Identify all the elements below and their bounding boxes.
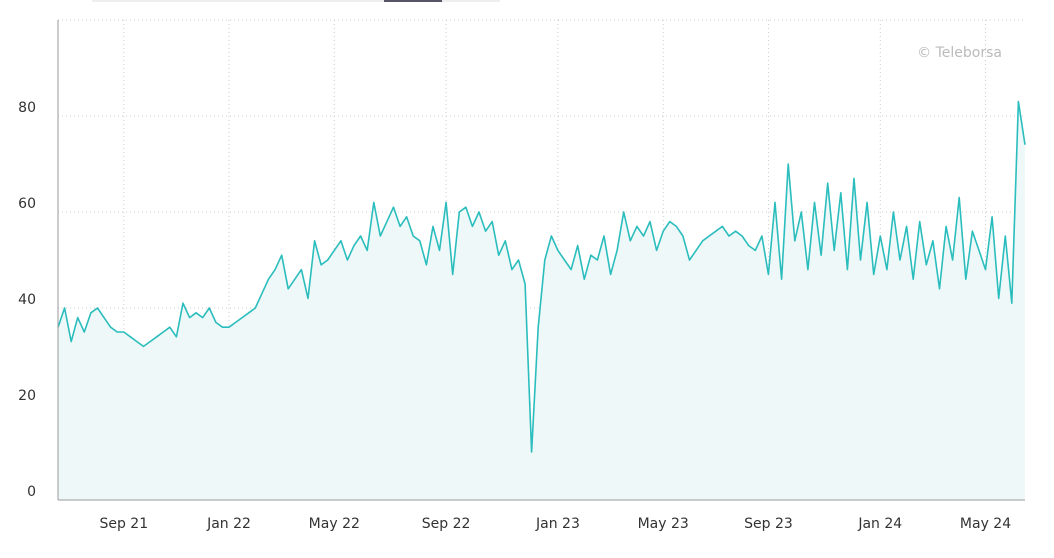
watermark: © Teleborsa (917, 45, 1002, 61)
x-tick-label: Jan 24 (857, 516, 902, 532)
x-tick-label: Sep 22 (422, 516, 471, 532)
toolbar-remnant (384, 0, 442, 2)
y-tick-label: 20 (18, 388, 36, 404)
y-tick-label: 80 (18, 100, 36, 116)
x-tick-label: May 24 (960, 516, 1011, 532)
y-tick-label: 40 (18, 292, 36, 308)
y-tick-label: 60 (18, 196, 36, 212)
x-tick-label: Jan 23 (535, 516, 580, 532)
x-tick-label: May 23 (638, 516, 689, 532)
line (57, 100, 1026, 453)
y-tick-label: 0 (27, 484, 36, 500)
toolbar-remnant (92, 0, 500, 2)
x-tick-label: Sep 23 (744, 516, 793, 532)
x-tick-label: Sep 21 (99, 516, 148, 532)
x-tick-label: Jan 22 (206, 516, 251, 532)
x-tick-label: May 22 (309, 516, 360, 532)
